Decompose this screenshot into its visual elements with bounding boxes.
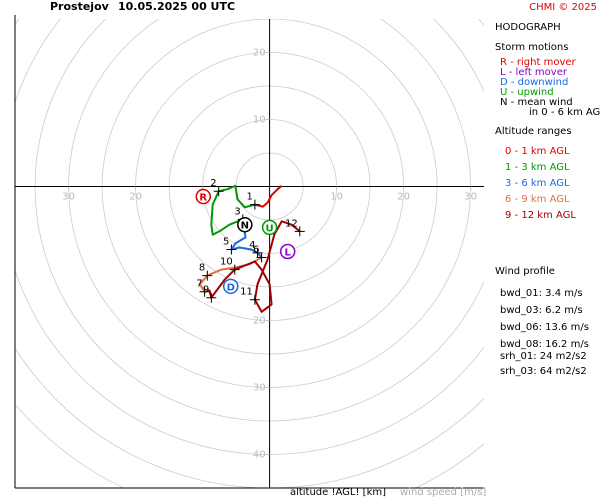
altitude-marker xyxy=(249,294,260,305)
legend-entry: 0 - 1 km AGL xyxy=(505,146,570,157)
storm-motion-label: R xyxy=(199,193,207,204)
chart-title: Prostejov xyxy=(50,0,110,13)
altitude-label: 11 xyxy=(240,287,253,298)
x-tick-label: 30 xyxy=(62,192,75,203)
legend-entry: 6 - 9 km AGL xyxy=(505,194,570,205)
legend-entry: 3 - 6 km AGL xyxy=(505,178,570,189)
hodograph-trace xyxy=(230,219,263,259)
altitude-marker xyxy=(294,226,305,237)
storm-motion-label: L xyxy=(285,247,292,258)
altitude-label: 3 xyxy=(234,206,240,217)
wind-profile-item: bwd_03: 6.2 m/s xyxy=(500,305,583,316)
chart-subtitle: 10.05.2025 00 UTC xyxy=(118,0,235,13)
storm-motion xyxy=(222,278,239,295)
altitude-marker xyxy=(256,252,267,263)
altitude-label: 2 xyxy=(210,178,216,189)
y-tick-label: 30 xyxy=(253,383,266,394)
altitude-label: 7 xyxy=(196,279,202,290)
y-tick-label: 40 xyxy=(253,450,266,461)
altitude-marker xyxy=(252,247,263,258)
storm-motion xyxy=(261,219,278,236)
altitude-label: 9 xyxy=(203,285,209,296)
altitude-label: 8 xyxy=(199,263,205,274)
wind-profile-item: bwd_06: 13.6 m/s xyxy=(500,322,589,333)
x-tick-label: 20 xyxy=(129,192,142,203)
storm-legend-note: in 0 - 6 km AGL xyxy=(529,107,600,118)
wind-profile-item: srh_03: 64 m2/s2 xyxy=(500,366,587,377)
storm-motion xyxy=(195,188,212,205)
credit: CHMI © 2025 xyxy=(529,2,597,13)
hodograph-trace xyxy=(208,220,301,313)
storm-legend: L - left mover xyxy=(500,67,568,78)
storm-motion-label: N xyxy=(241,221,249,232)
storm-legend: U - upwind xyxy=(500,87,554,98)
legend-entry: 1 - 3 km AGL xyxy=(505,162,570,173)
wind-profile-item: srh_01: 24 m2/s2 xyxy=(500,351,587,362)
range-title: Altitude ranges xyxy=(495,126,572,137)
storm-motion xyxy=(237,216,253,233)
legend-entry: 9 - 12 km AGL xyxy=(505,210,576,221)
y-tick-label: 20 xyxy=(253,316,266,327)
altitude-label: 10 xyxy=(220,257,233,268)
altitude-marker xyxy=(249,199,260,210)
x-label-secondary: wind speed [m/s] xyxy=(400,487,486,498)
altitude-label: 6 xyxy=(253,245,259,256)
plot: 3020101020304030201020123456789101112RLD… xyxy=(14,15,484,489)
storm-legend: D - downwind xyxy=(500,77,568,88)
altitude-marker xyxy=(206,292,217,303)
x-label: altitude !AGL! [km] xyxy=(290,487,386,498)
panel-title: HODOGRAPH xyxy=(495,22,561,33)
altitude-marker xyxy=(202,270,213,281)
altitude-label: 4 xyxy=(249,240,255,251)
altitude-label: 12 xyxy=(285,218,298,229)
x-tick-label: 20 xyxy=(397,192,410,203)
x-tick-label: 30 xyxy=(464,192,477,203)
y-tick-label: 20 xyxy=(253,48,266,59)
wind-profile-item: bwd_08: 16.2 m/s xyxy=(500,339,589,350)
altitude-label: 5 xyxy=(223,236,229,247)
storm-legend: R - right mover xyxy=(500,57,577,68)
altitude-marker xyxy=(213,186,224,197)
y-tick-label: 10 xyxy=(253,115,266,126)
storm-title: Storm motions xyxy=(495,42,568,53)
altitude-marker xyxy=(229,264,240,275)
profile-title: Wind profile xyxy=(495,266,555,277)
altitude-marker xyxy=(226,244,237,255)
hodograph-trace xyxy=(254,185,283,208)
hodograph-trace xyxy=(210,184,256,236)
altitude-marker xyxy=(199,286,210,297)
storm-legend: N - mean wind xyxy=(500,97,573,108)
altitude-label: 1 xyxy=(246,192,252,203)
storm-motion xyxy=(279,243,296,260)
wind-profile-item: bwd_01: 3.4 m/s xyxy=(500,288,583,299)
storm-motion-label: U xyxy=(266,223,274,234)
storm-motion-label: D xyxy=(227,282,235,293)
x-tick-label: 10 xyxy=(330,192,343,203)
